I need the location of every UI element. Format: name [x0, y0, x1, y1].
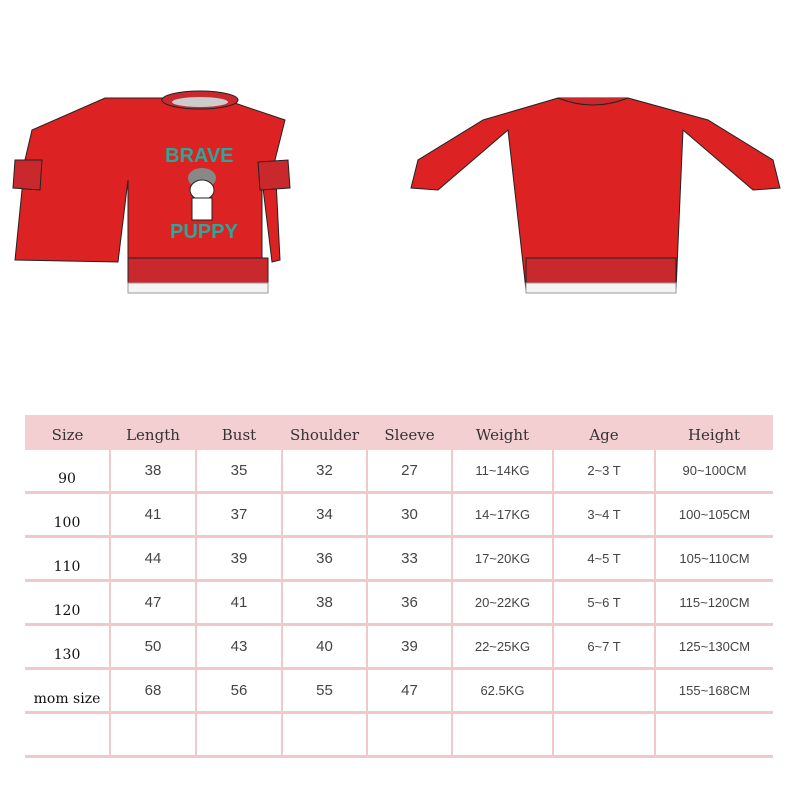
- table-row: 120 47 41 38 36 20~22KG 5~6 T 115~120CM: [25, 580, 773, 626]
- cell-sleeve: 47: [366, 668, 452, 714]
- cell-age: [552, 668, 655, 714]
- cell-weight: 14~17KG: [451, 492, 553, 538]
- cell-bust: 35: [195, 450, 282, 494]
- cell-length: 68: [109, 668, 196, 714]
- cell-weight: 62.5KG: [451, 668, 553, 714]
- header-shoulder: Shoulder: [282, 415, 367, 450]
- cell-age: 6~7 T: [552, 624, 655, 670]
- cell-sleeve: 39: [366, 624, 452, 670]
- size-chart-table: Size Length Bust Shoulder Sleeve Weight …: [25, 415, 773, 758]
- cell-shoulder: [281, 712, 367, 758]
- cell-bust: [195, 712, 282, 758]
- header-age: Age: [553, 415, 655, 450]
- header-sleeve: Sleeve: [367, 415, 452, 450]
- cell-size: 130: [25, 624, 110, 670]
- header-weight: Weight: [452, 415, 553, 450]
- cell-size: 90: [25, 450, 110, 494]
- cell-shoulder: 38: [281, 580, 367, 626]
- header-bust: Bust: [196, 415, 282, 450]
- cell-weight: 11~14KG: [451, 450, 553, 494]
- cell-height: 125~130CM: [654, 624, 773, 670]
- cell-size: mom size: [25, 668, 110, 714]
- cell-length: 50: [109, 624, 196, 670]
- table-row: 100 41 37 34 30 14~17KG 3~4 T 100~105CM: [25, 492, 773, 538]
- cell-length: [109, 712, 196, 758]
- header-length: Length: [110, 415, 196, 450]
- table-row: [25, 712, 773, 758]
- cell-age: 2~3 T: [552, 450, 655, 494]
- cell-length: 44: [109, 536, 196, 582]
- cell-sleeve: 36: [366, 580, 452, 626]
- cell-bust: 56: [195, 668, 282, 714]
- cell-weight: 22~25KG: [451, 624, 553, 670]
- header-height: Height: [655, 415, 773, 450]
- cell-sleeve: 33: [366, 536, 452, 582]
- table-row: 90 38 35 32 27 11~14KG 2~3 T 90~100CM: [25, 450, 773, 494]
- cell-size: [25, 712, 110, 758]
- cell-weight: 17~20KG: [451, 536, 553, 582]
- print-bottom-word: PUPPY: [170, 221, 238, 243]
- cell-age: [552, 712, 655, 758]
- cell-height: [654, 712, 773, 758]
- cell-sleeve: 27: [366, 450, 452, 494]
- cell-length: 41: [109, 492, 196, 538]
- cell-size: 100: [25, 492, 110, 538]
- cell-height: 105~110CM: [654, 536, 773, 582]
- cell-sleeve: [366, 712, 452, 758]
- cell-length: 38: [109, 450, 196, 494]
- cell-length: 47: [109, 580, 196, 626]
- cell-shoulder: 34: [281, 492, 367, 538]
- table-row: 130 50 43 40 39 22~25KG 6~7 T 125~130CM: [25, 624, 773, 670]
- header-size: Size: [25, 415, 110, 450]
- cell-weight: [451, 712, 553, 758]
- cell-age: 3~4 T: [552, 492, 655, 538]
- cell-age: 5~6 T: [552, 580, 655, 626]
- cell-shoulder: 32: [281, 450, 367, 494]
- table-header-row: Size Length Bust Shoulder Sleeve Weight …: [25, 415, 773, 450]
- cell-age: 4~5 T: [552, 536, 655, 582]
- cell-bust: 41: [195, 580, 282, 626]
- cell-height: 90~100CM: [654, 450, 773, 494]
- print-top-word: BRAVE: [165, 145, 234, 167]
- cell-bust: 39: [195, 536, 282, 582]
- sweatshirt-back-image: [410, 97, 781, 294]
- cell-height: 155~168CM: [654, 668, 773, 714]
- cell-shoulder: 55: [281, 668, 367, 714]
- cell-height: 115~120CM: [654, 580, 773, 626]
- cell-sleeve: 30: [366, 492, 452, 538]
- cell-weight: 20~22KG: [451, 580, 553, 626]
- cell-bust: 37: [195, 492, 282, 538]
- table-row: 110 44 39 36 33 17~20KG 4~5 T 105~110CM: [25, 536, 773, 582]
- cell-size: 120: [25, 580, 110, 626]
- cell-bust: 43: [195, 624, 282, 670]
- sweatshirt-front-image: BRAVE PUPPY: [12, 90, 291, 294]
- cell-height: 100~105CM: [654, 492, 773, 538]
- cell-size: 110: [25, 536, 110, 582]
- cell-shoulder: 40: [281, 624, 367, 670]
- table-row: mom size 68 56 55 47 62.5KG 155~168CM: [25, 668, 773, 714]
- cell-shoulder: 36: [281, 536, 367, 582]
